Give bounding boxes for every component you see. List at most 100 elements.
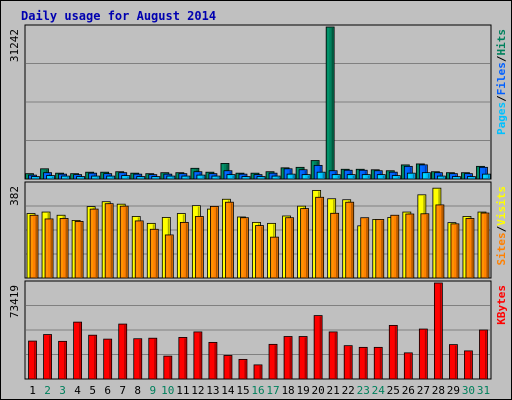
bar-visits-sites-13 [210,205,219,279]
bar-visits-sites-4 [74,221,84,279]
bar-kbytes-kbytes-15 [238,358,248,380]
bar-kbytes-kbytes-11 [178,337,188,380]
bar-hits-pages-31 [482,173,491,180]
day-label-3: 3 [59,384,66,397]
bar-hits-pages-22 [346,174,356,180]
day-label-26: 26 [402,384,415,397]
bar-hits-pages-17 [271,175,281,180]
bar-hits-pages-21 [331,174,341,180]
day-label-7: 7 [119,384,126,397]
bar-kbytes-kbytes-14 [223,355,233,380]
day-label-22: 22 [342,384,355,397]
bar-visits-sites-14 [225,201,234,279]
bar-hits-pages-11 [181,175,191,180]
bar-kbytes-kbytes-10 [163,355,173,380]
bar-kbytes-kbytes-12 [193,331,203,380]
bar-hits-pages-13 [211,175,221,180]
bar-hits-pages-18 [286,173,296,180]
legend-kbytes-item-0: KBytes [495,285,508,325]
bar-visits-sites-12 [194,216,204,279]
day-label-12: 12 [191,384,204,397]
bar-kbytes-kbytes-22 [343,345,353,380]
legend-visits-item-0: Sites [495,232,508,265]
bar-kbytes-kbytes-28 [433,282,443,380]
legend-kbytes: KBytes [495,285,508,325]
bar-kbytes-kbytes-2 [43,334,52,380]
day-label-5: 5 [89,384,96,397]
bar-visits-sites-21 [330,212,340,279]
day-label-10: 10 [161,384,174,397]
bar-kbytes-kbytes-31 [479,329,488,380]
bar-kbytes-kbytes-4 [73,321,83,380]
ymax-label-kbytes: 73419 [8,285,21,318]
bar-visits-sites-23 [360,217,370,279]
bar-visits-sites-2 [44,218,54,279]
bar-visits-sites-7 [119,205,129,279]
bar-visits-sites-9 [149,228,159,279]
day-label-19: 19 [296,384,309,397]
bar-visits-sites-26 [405,213,415,279]
day-label-28: 28 [432,384,445,397]
day-label-15: 15 [236,384,249,397]
day-label-14: 14 [221,384,235,397]
bar-hits-pages-10 [166,175,176,180]
bar-visits-sites-15 [240,217,249,279]
bar-hits-pages-23 [361,174,371,180]
bar-hits-pages-4 [76,176,86,180]
day-label-31: 31 [477,384,490,397]
bar-kbytes-kbytes-1 [28,340,37,380]
bar-visits-sites-28 [435,204,445,279]
bar-hits-pages-5 [91,175,101,180]
day-label-6: 6 [104,384,111,397]
bar-visits-sites-29 [450,223,460,279]
legend-visits: Sites/Visits [495,186,508,266]
bar-kbytes-kbytes-3 [58,340,67,380]
bar-hits-pages-12 [196,174,206,180]
legend-hits-item-0: Pages [495,102,508,135]
bar-visits-sites-6 [104,203,114,279]
bar-visits-sites-19 [300,208,309,279]
bar-visits-sites-24 [375,219,385,279]
bar-kbytes-kbytes-13 [208,341,218,380]
bar-kbytes-kbytes-25 [388,324,398,380]
legend-hits-item-4: Hits [495,29,508,56]
bar-hits-pages-25 [391,175,401,180]
bar-visits-sites-27 [420,213,430,279]
day-label-17: 17 [266,384,279,397]
bar-hits-pages-7 [121,175,131,180]
day-label-20: 20 [312,384,325,397]
legend-visits-item-1: / [495,225,508,232]
bar-visits-sites-11 [179,221,189,279]
bar-kbytes-kbytes-23 [358,346,368,380]
bar-hits-pages-19 [301,174,311,180]
bar-hits-pages-3 [61,175,70,180]
bar-kbytes-kbytes-19 [298,336,308,380]
bar-visits-sites-10 [164,234,174,279]
bar-visits-sites-3 [59,218,69,279]
day-label-21: 21 [327,384,340,397]
bar-kbytes-kbytes-5 [88,334,98,380]
bar-kbytes-kbytes-9 [148,337,158,380]
bar-hits-pages-27 [421,172,431,180]
day-label-24: 24 [372,384,386,397]
bar-hits-pages-16 [256,176,266,180]
ymax-label-hits: 31242 [8,29,21,62]
bar-kbytes-kbytes-29 [449,344,458,380]
bar-visits-sites-8 [134,220,144,279]
day-label-25: 25 [387,384,400,397]
day-label-16: 16 [251,384,264,397]
bar-hits-pages-2 [46,175,55,180]
bar-kbytes-kbytes-7 [118,323,128,380]
bar-kbytes-kbytes-24 [373,346,383,380]
ymax-label-visits: 382 [8,186,21,206]
bar-kbytes-kbytes-20 [313,315,323,380]
bar-visits-sites-31 [480,212,490,279]
bar-hits-pages-26 [406,172,416,180]
bar-hits-pages-14 [226,174,236,180]
bar-hits-pages-9 [151,176,161,180]
day-label-8: 8 [134,384,141,397]
bar-hits-pages-24 [376,174,386,180]
bar-hits-pages-8 [136,176,146,180]
